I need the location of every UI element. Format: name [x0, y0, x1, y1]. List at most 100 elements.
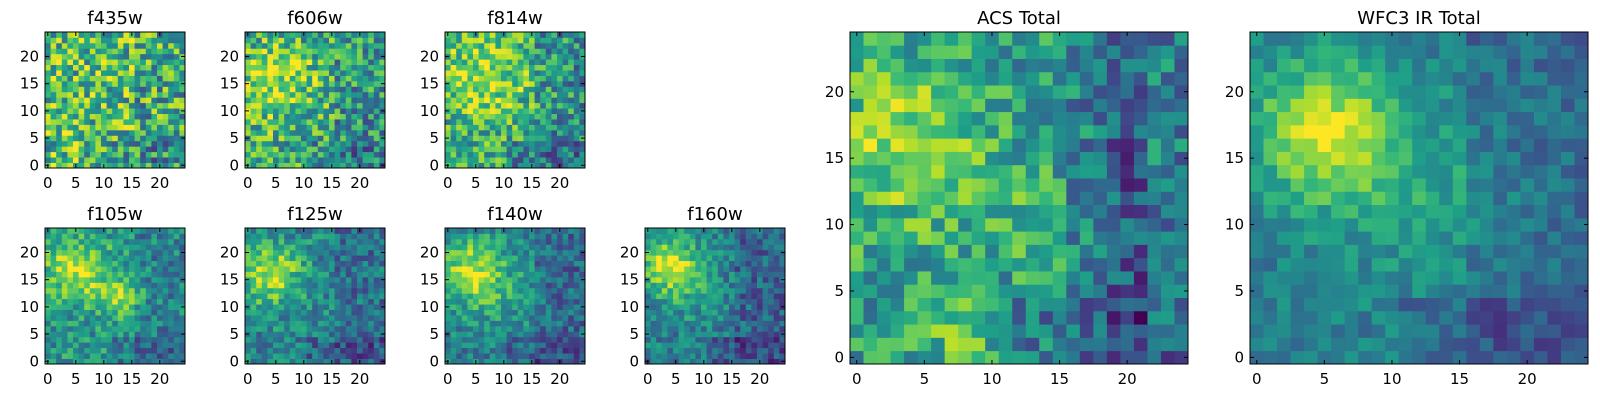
heatmap-cell: [340, 113, 347, 120]
heatmap-cell: [684, 336, 691, 343]
heatmap-cell: [95, 70, 102, 76]
heatmap-cell: [157, 64, 163, 71]
heatmap-cell: [140, 287, 147, 294]
heatmap-cell: [261, 266, 268, 272]
heatmap-cell: [256, 32, 263, 38]
heatmap-cell: [345, 293, 352, 300]
heatmap-cell: [267, 97, 274, 104]
heatmap-cell: [484, 266, 491, 272]
heatmap-cell: [112, 42, 119, 49]
heatmap-cell: [151, 119, 158, 125]
heatmap-cell: [56, 353, 63, 359]
heatmap-cell: [562, 102, 569, 109]
heatmap-cell: [306, 276, 313, 283]
heatmap-cell: [289, 320, 296, 327]
heatmap-cell: [461, 238, 468, 245]
heatmap-cell: [473, 124, 479, 131]
heatmap-cell: [762, 249, 769, 256]
heatmap-cell: [284, 135, 291, 142]
heatmap-cell: [162, 315, 169, 321]
heatmap-cell: [512, 353, 519, 359]
heatmap-cell: [95, 59, 102, 66]
heatmap-cell: [261, 129, 268, 136]
heatmap-cell: [757, 233, 763, 240]
heatmap-cell: [450, 86, 457, 93]
heatmap-cell: [129, 287, 135, 294]
heatmap-cell: [67, 157, 74, 163]
heatmap-cell: [557, 293, 563, 300]
heatmap-cell: [123, 249, 130, 256]
heatmap-cell: [312, 108, 319, 114]
heatmap-cell: [1106, 337, 1121, 352]
heatmap-cell: [145, 59, 152, 66]
heatmap-cell: [450, 249, 457, 256]
heatmap-cell: [267, 113, 274, 120]
heatmap-cell: [478, 157, 485, 163]
heatmap-cell: [256, 276, 263, 283]
heatmap-cell: [373, 304, 380, 310]
heatmap-cell: [645, 260, 651, 267]
heatmap-cell: [478, 347, 485, 354]
heatmap-cell: [729, 353, 735, 359]
heatmap-cell: [295, 146, 302, 153]
heatmap-cell: [517, 108, 524, 114]
heatmap-cell: [117, 108, 124, 114]
heatmap-cell: [579, 32, 586, 38]
heatmap-cell: [78, 124, 85, 131]
heatmap-cell: [517, 282, 524, 289]
heatmap-cell: [506, 162, 513, 169]
heatmap-cell: [512, 80, 519, 87]
heatmap-cell: [473, 102, 479, 109]
heatmap-cell: [573, 86, 580, 93]
heatmap-cell: [112, 244, 119, 251]
heatmap-cell: [757, 347, 763, 354]
heatmap-cell: [529, 102, 535, 109]
heatmap-cell: [1079, 178, 1094, 192]
heatmap-cell: [317, 260, 324, 267]
heatmap-cell: [379, 228, 386, 234]
heatmap-cell: [306, 53, 313, 60]
heatmap-cell: [256, 271, 263, 278]
heatmap-cell: [373, 124, 380, 131]
heatmap-cell: [278, 124, 285, 131]
heatmap-cell: [506, 309, 513, 316]
heatmap-cell: [45, 342, 51, 349]
heatmap-cell: [351, 266, 358, 272]
heatmap-cell: [506, 70, 513, 76]
heatmap-cell: [529, 309, 535, 316]
heatmap-cell: [67, 146, 74, 153]
heatmap-cell: [562, 48, 569, 55]
heatmap-cell: [551, 325, 558, 332]
heatmap-cell: [95, 102, 102, 109]
heatmap-cell: [768, 260, 775, 267]
heatmap-cell: [512, 260, 519, 267]
heatmap-cell: [568, 135, 575, 142]
heatmap-cell: [729, 342, 735, 349]
heatmap-cell: [523, 53, 530, 60]
heatmap-cell: [289, 309, 296, 316]
heatmap-cell: [645, 287, 651, 294]
heatmap-cell: [545, 353, 552, 359]
heatmap-cell: [489, 53, 496, 60]
heatmap-cells-f125w: [245, 228, 386, 365]
heatmap-cell: [501, 249, 507, 256]
heatmap-cell: [678, 271, 685, 278]
heatmap-cell: [534, 53, 541, 60]
heatmap-cell: [73, 353, 79, 359]
heatmap-cell: [998, 297, 1013, 312]
heatmap-cell: [695, 331, 702, 338]
heatmap-cell: [101, 80, 107, 87]
heatmap-cell: [357, 59, 363, 66]
heatmap-cell: [877, 164, 891, 179]
heatmap-cell: [689, 298, 696, 305]
heatmap-cell: [168, 91, 175, 98]
heatmap-cell: [562, 266, 569, 272]
heatmap-cell: [450, 347, 457, 354]
heatmap-cell: [78, 108, 85, 114]
heatmap-cell: [50, 53, 57, 60]
heatmap-cell: [1120, 231, 1135, 245]
heatmap-cell: [998, 257, 1013, 272]
heatmap-cell: [261, 102, 268, 109]
y-tick-label: 15: [220, 271, 239, 289]
heatmap-cell: [540, 42, 547, 49]
